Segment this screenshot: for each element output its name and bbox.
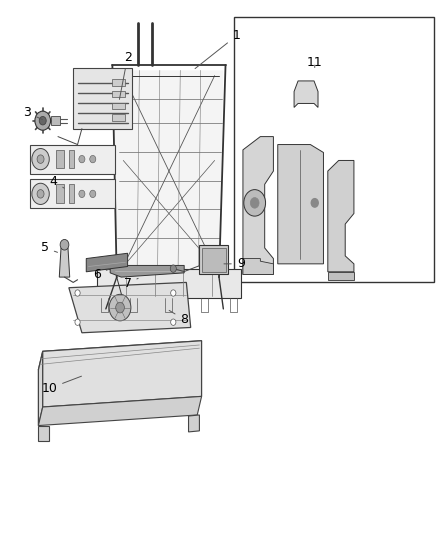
Circle shape xyxy=(79,190,85,198)
Polygon shape xyxy=(113,103,125,109)
Bar xyxy=(234,17,434,282)
Text: 10: 10 xyxy=(41,376,81,395)
Text: 1: 1 xyxy=(195,29,240,69)
Polygon shape xyxy=(188,415,199,432)
Polygon shape xyxy=(39,351,43,425)
Circle shape xyxy=(170,265,177,272)
Polygon shape xyxy=(39,425,49,441)
Polygon shape xyxy=(114,70,223,272)
Polygon shape xyxy=(113,91,125,98)
Polygon shape xyxy=(201,248,226,272)
Polygon shape xyxy=(243,259,273,274)
Circle shape xyxy=(90,156,96,163)
Circle shape xyxy=(311,199,318,207)
Polygon shape xyxy=(50,116,60,125)
Polygon shape xyxy=(328,160,354,272)
Text: 11: 11 xyxy=(307,56,323,69)
Polygon shape xyxy=(73,68,132,128)
Text: 4: 4 xyxy=(49,175,64,188)
Circle shape xyxy=(75,319,80,325)
Polygon shape xyxy=(294,81,318,108)
Circle shape xyxy=(75,290,80,296)
Polygon shape xyxy=(199,245,228,274)
Text: 7: 7 xyxy=(124,277,138,290)
Polygon shape xyxy=(86,253,127,272)
Text: 6: 6 xyxy=(93,268,110,281)
Polygon shape xyxy=(113,114,125,120)
Polygon shape xyxy=(56,150,64,168)
Circle shape xyxy=(79,156,85,163)
Polygon shape xyxy=(69,184,74,203)
Text: 2: 2 xyxy=(120,51,131,100)
Polygon shape xyxy=(328,272,354,280)
Polygon shape xyxy=(69,282,191,333)
Circle shape xyxy=(109,294,131,321)
Circle shape xyxy=(90,190,96,198)
Text: 3: 3 xyxy=(24,106,42,119)
Circle shape xyxy=(32,183,49,205)
Circle shape xyxy=(60,239,69,250)
Text: 9: 9 xyxy=(224,257,245,270)
Polygon shape xyxy=(278,144,323,264)
Polygon shape xyxy=(110,265,184,277)
Circle shape xyxy=(116,302,124,313)
Circle shape xyxy=(32,149,49,169)
Circle shape xyxy=(251,198,259,208)
Polygon shape xyxy=(97,269,241,298)
Circle shape xyxy=(171,290,176,296)
Polygon shape xyxy=(30,179,115,208)
Polygon shape xyxy=(39,397,201,425)
Polygon shape xyxy=(69,150,74,168)
Circle shape xyxy=(37,190,44,198)
Text: 5: 5 xyxy=(41,241,57,254)
Circle shape xyxy=(39,116,46,125)
Circle shape xyxy=(171,319,176,325)
Circle shape xyxy=(35,111,50,130)
Polygon shape xyxy=(43,341,201,407)
Polygon shape xyxy=(30,144,115,174)
Circle shape xyxy=(37,155,44,164)
Polygon shape xyxy=(113,79,125,86)
Polygon shape xyxy=(59,248,70,277)
Polygon shape xyxy=(56,184,64,203)
Circle shape xyxy=(244,190,265,216)
Polygon shape xyxy=(39,341,201,370)
Text: 8: 8 xyxy=(169,310,188,326)
Polygon shape xyxy=(243,136,273,274)
